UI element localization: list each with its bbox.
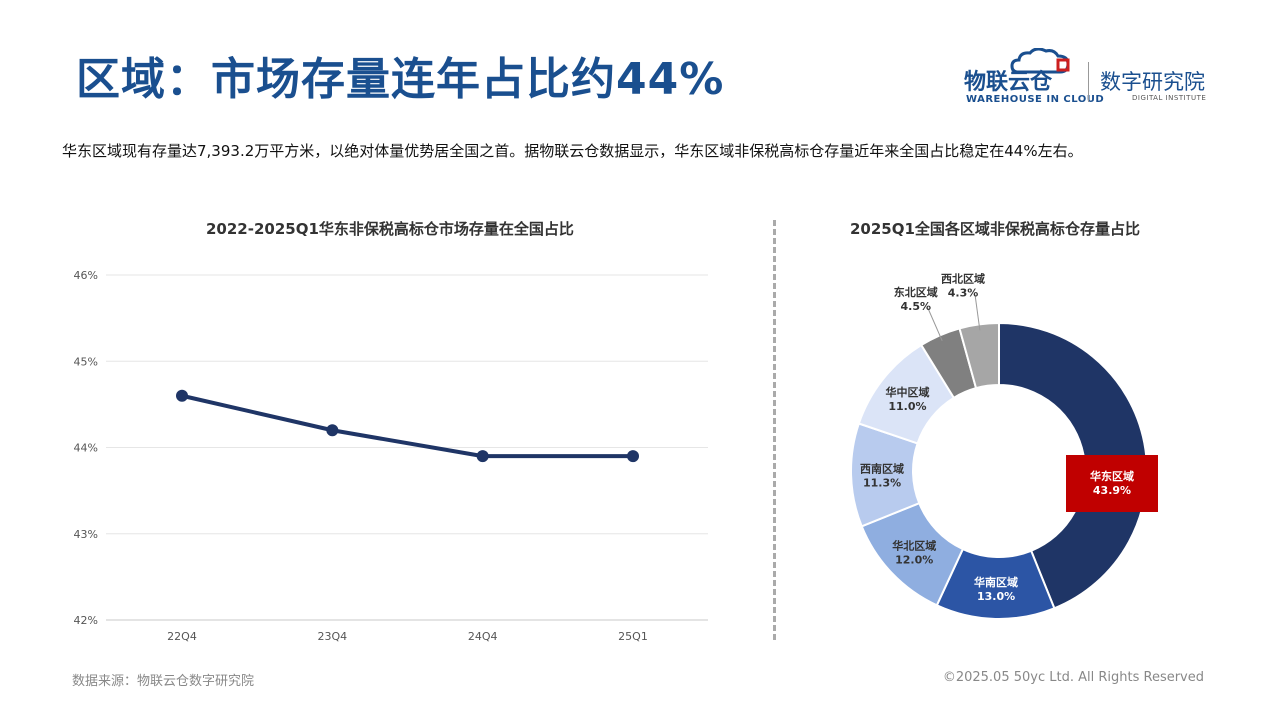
- x-tick-label: 22Q4: [167, 630, 197, 643]
- slice-label: 东北区域: [894, 285, 938, 299]
- data-point: [326, 424, 339, 437]
- copyright-note: ©2025.05 50yc Ltd. All Rights Reserved: [942, 670, 1204, 685]
- data-point: [476, 450, 489, 463]
- series-line: [181, 393, 633, 459]
- donut-chart-title: 2025Q1全国各区域非保税高标仓存量占比: [850, 220, 1140, 238]
- source-note: 数据来源：物联云仓数字研究院: [72, 674, 255, 689]
- slice-value-label: 11.3%: [863, 476, 901, 489]
- logo-sub-text: WAREHOUSE IN CLOUD: [966, 94, 1105, 105]
- x-tick-label: 25Q1: [618, 630, 648, 643]
- logo-institute-sub-text: DIGITAL INSTITUTE: [1132, 94, 1207, 102]
- slice-value-label: 4.3%: [948, 287, 979, 300]
- page-title: 区域：市场存量连年占比约44%: [76, 54, 725, 105]
- slice-label: 华东区域: [1090, 469, 1134, 483]
- logo-main-text: 物联云仓: [964, 70, 1053, 95]
- slice-label: 华南区域: [974, 575, 1018, 589]
- line-chart: 42% 43% 44% 45% 46% 22Q4 23Q4 24Q4 25Q1: [74, 269, 708, 643]
- slice-label: 华中区域: [885, 385, 929, 399]
- slice-value-label: 13.0%: [977, 590, 1015, 603]
- line-chart-title: 2022-2025Q1华东非保税高标仓市场存量在全国占比: [206, 220, 574, 238]
- data-point: [627, 450, 639, 463]
- slice-label: 华北区域: [892, 539, 936, 553]
- slice-value-label: 43.9%: [1093, 484, 1131, 497]
- pie-slice: [958, 321, 1000, 390]
- slice-value-label: 11.0%: [888, 400, 926, 413]
- logo-divider: [1088, 62, 1089, 102]
- chart-divider: [773, 220, 776, 640]
- description-text: 华东区域现有存量达7,393.2万平方米，以绝对体量优势居全国之首。据物联云仓数…: [62, 142, 1083, 160]
- logo-institute-text: 数字研究院: [1100, 70, 1205, 94]
- data-point: [176, 389, 188, 402]
- y-tick-label: 46%: [74, 269, 98, 282]
- leader-line: [927, 307, 943, 342]
- y-tick-label: 44%: [74, 442, 98, 455]
- y-tick-label: 42%: [74, 614, 98, 627]
- company-logo: 物联云仓 WAREHOUSE IN CLOUD 数字研究院 DIGITAL IN…: [964, 46, 1224, 110]
- leader-line: [974, 294, 981, 331]
- slice-label: 西南区域: [860, 461, 904, 475]
- slice-label: 西北区域: [941, 272, 985, 286]
- y-tick-label: 43%: [74, 528, 98, 541]
- y-tick-label: 45%: [74, 355, 98, 368]
- pie-slice: [998, 321, 1148, 610]
- slice-value-label: 12.0%: [895, 554, 933, 567]
- x-tick-label: 24Q4: [468, 630, 498, 643]
- x-tick-label: 23Q4: [318, 630, 348, 643]
- highlight-label-box: [1066, 455, 1158, 512]
- cloud-icon: [1010, 48, 1070, 74]
- slice-value-label: 4.5%: [901, 300, 932, 313]
